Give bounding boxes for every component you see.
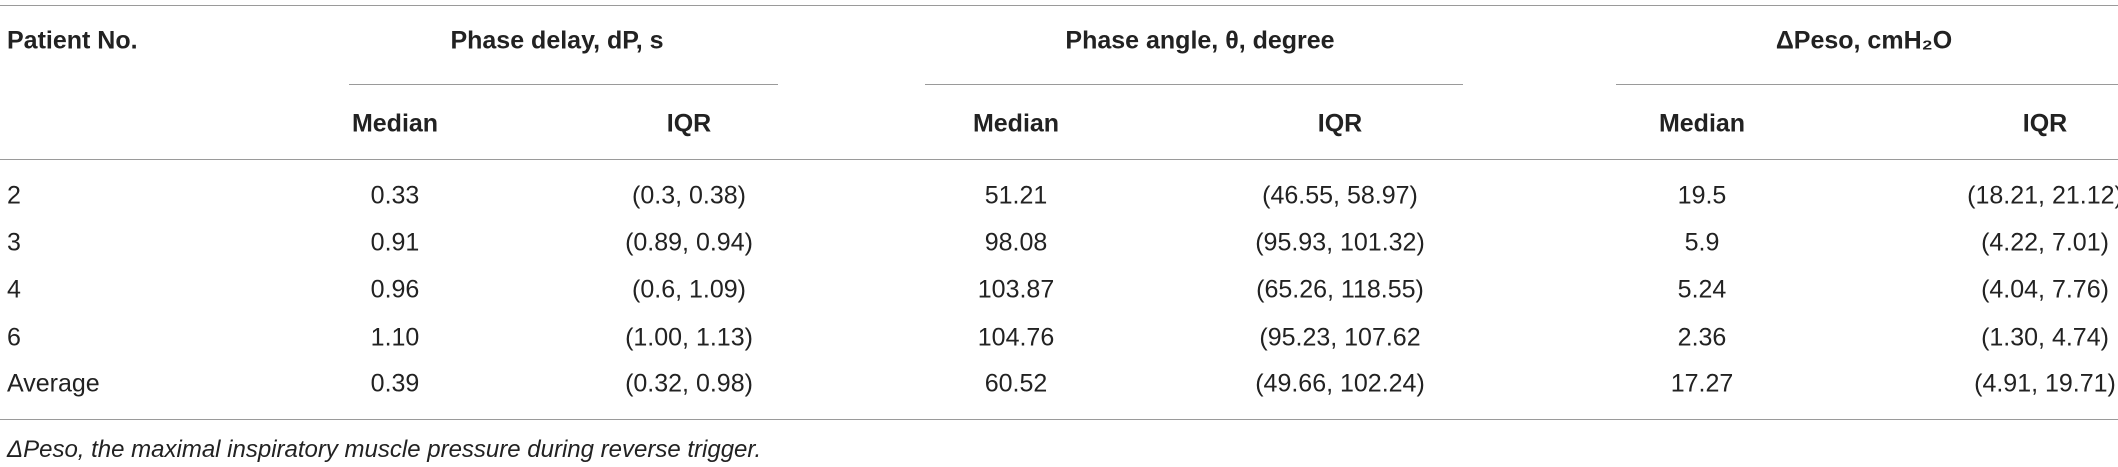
group-header: Patient No. xyxy=(7,26,138,55)
cell: (18.21, 21.12) xyxy=(1967,181,2118,210)
cell: (65.26, 118.55) xyxy=(1256,275,1424,304)
cell: (95.23, 107.62 xyxy=(1259,323,1421,352)
cell: (46.55, 58.97) xyxy=(1262,181,1418,210)
sub-header: IQR xyxy=(666,109,712,138)
header-rule xyxy=(0,159,2118,160)
cell: 17.27 xyxy=(1670,369,1734,398)
group-header: Phase angle, θ, degree xyxy=(1065,26,1335,55)
group-rule xyxy=(1616,84,2118,85)
cell: (1.30, 4.74) xyxy=(1981,323,2109,352)
cell: (0.6, 1.09) xyxy=(632,275,746,304)
cell: (4.91, 19.71) xyxy=(1974,369,2116,398)
sub-header: IQR xyxy=(2022,109,2068,138)
footnote: ΔPeso, the maximal inspiratory muscle pr… xyxy=(7,436,762,463)
group-header: ΔPeso, cmH₂O xyxy=(1775,26,1953,55)
cell: 19.5 xyxy=(1677,181,1727,210)
row-label: Average xyxy=(7,369,100,398)
cell: (0.3, 0.38) xyxy=(632,181,746,210)
top-rule xyxy=(0,5,2118,6)
cell: (49.66, 102.24) xyxy=(1255,369,1425,398)
cell: 1.10 xyxy=(370,323,420,352)
cell: (95.93, 101.32) xyxy=(1255,228,1425,257)
cell: 103.87 xyxy=(977,275,1055,304)
cell: (0.32, 0.98) xyxy=(625,369,753,398)
cell: 104.76 xyxy=(977,323,1055,352)
sub-header: Median xyxy=(351,109,439,138)
cell: 0.39 xyxy=(370,369,420,398)
sub-header: Median xyxy=(972,109,1060,138)
group-header: Phase delay, dP, s xyxy=(450,26,664,55)
row-label: 2 xyxy=(7,181,21,210)
cell: (1.00, 1.13) xyxy=(625,323,753,352)
row-label: 3 xyxy=(7,228,21,257)
cell: (4.22, 7.01) xyxy=(1981,228,2109,257)
cell: (4.04, 7.76) xyxy=(1981,275,2109,304)
row-label: 4 xyxy=(7,275,21,304)
cell: 51.21 xyxy=(984,181,1048,210)
cell: 5.24 xyxy=(1677,275,1727,304)
cell: 98.08 xyxy=(984,228,1048,257)
sub-header: IQR xyxy=(1317,109,1363,138)
cell: 0.91 xyxy=(370,228,420,257)
row-label: 6 xyxy=(7,323,21,352)
cell: 0.96 xyxy=(370,275,420,304)
cell: 0.33 xyxy=(370,181,420,210)
group-rule xyxy=(349,84,778,85)
cell: 60.52 xyxy=(984,369,1048,398)
bottom-rule xyxy=(0,419,2118,420)
cell: 5.9 xyxy=(1684,228,1720,257)
group-rule xyxy=(925,84,1463,85)
cell: 2.36 xyxy=(1677,323,1727,352)
cell: (0.89, 0.94) xyxy=(625,228,753,257)
sub-header: Median xyxy=(1658,109,1746,138)
